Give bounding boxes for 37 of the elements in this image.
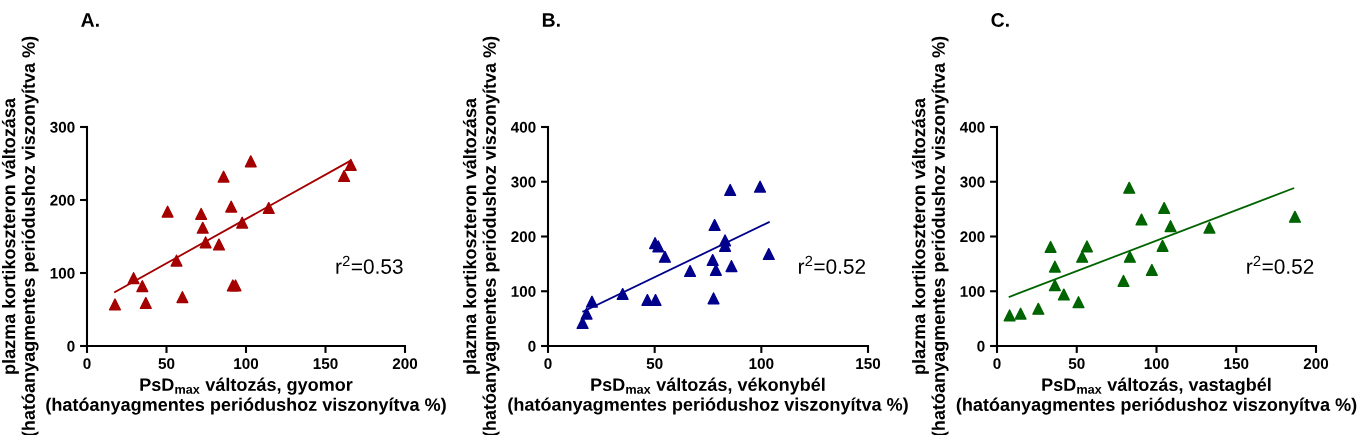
y-tick-label: 200 [50,194,75,206]
x-tick-label: 50 [646,358,663,370]
x-tick-label: 0 [83,358,91,370]
x-tick-label: 0 [993,358,1001,370]
x-tick-label: 100 [1144,358,1169,370]
y-tick-label: 200 [960,231,985,243]
x-tick-label: 150 [313,358,338,370]
y-tick-label: 0 [67,340,75,352]
x-axis-title: PsD$_{max}$ változás, vastagbél (hatóanyagmentes periódushoz viszonyítva %) [956,377,1357,415]
chart-title: C. [991,13,1009,27]
x-tick-label: 150 [1224,358,1249,370]
y-tick-label: 300 [50,121,75,133]
y-tick-label: 300 [960,176,985,188]
y-tick-label: 200 [511,231,536,243]
x-tick-label: 150 [856,358,881,370]
y-tick-label: 0 [977,340,985,352]
y-tick-label: 300 [511,176,536,188]
x-axis-title: PsD$_{max}$ változás, vékonybél (hatóanyagmentes periódushoz viszonyítva %) [508,377,908,415]
y-tick-label: 400 [959,121,985,133]
x-tick-label: 200 [1303,358,1329,370]
annotation: r$^{2}$=0.52 [798,255,866,274]
y-tick-label: 100 [511,286,536,297]
y-tick-label: 0 [528,340,536,352]
x-tick-label: 100 [234,358,259,370]
annotation: r$^{2}$=0.53 [336,255,403,274]
chart-title: A. [81,13,99,27]
annotation: r$^{2}$=0.52 [1247,255,1314,274]
chart-title: B. [542,13,560,27]
y-tick-label: 100 [960,286,985,297]
y-tick-label: 400 [510,121,536,133]
x-tick-label: 0 [544,358,552,370]
x-axis-title: PsD$_{max}$ változás, gyomor (hatóanyagmentes periódushoz viszonyítva %) [46,377,446,415]
x-tick-label: 100 [749,358,774,370]
x-tick-label: 200 [392,358,418,370]
x-tick-label: 50 [1068,358,1085,370]
x-tick-label: 50 [158,358,175,370]
y-tick-label: 100 [50,267,75,279]
